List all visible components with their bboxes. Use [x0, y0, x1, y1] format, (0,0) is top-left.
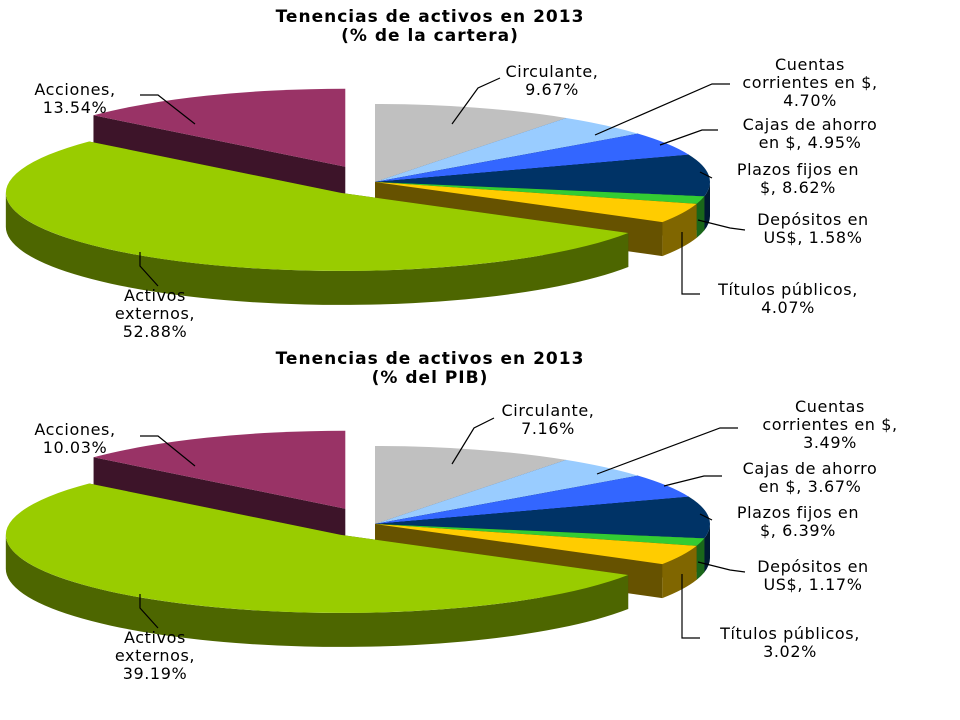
pie-slice: [5, 483, 629, 647]
slice-label: Cuentas corrientes en $, 4.70%: [742, 55, 877, 110]
pie-slice: [5, 141, 629, 305]
chart-title: Tenencias de activos en 2013: [276, 7, 585, 27]
leader-line: [140, 94, 196, 125]
leader-line: [697, 561, 746, 573]
slice-label: Cajas de ahorro en $, 4.95%: [743, 115, 878, 152]
slice-label: Depósitos en US$, 1.17%: [757, 557, 869, 594]
leader-line: [663, 475, 722, 487]
slice-label: Circulante, 7.16%: [502, 401, 595, 438]
leader-line: [681, 574, 700, 639]
slice-label: Activos externos, 52.88%: [115, 286, 195, 341]
leader-line: [681, 232, 700, 295]
slice-label: Depósitos en US$, 1.58%: [757, 210, 869, 247]
leader-line: [139, 594, 159, 629]
leader-line: [699, 513, 713, 521]
chart-title: Tenencias de activos en 2013: [276, 349, 585, 369]
slice-label: Acciones, 13.54%: [34, 80, 115, 117]
leader-line: [699, 171, 713, 179]
leader-line: [697, 219, 746, 231]
pie-chart-1: Tenencias de activos en 2013(% de la car…: [5, 7, 878, 341]
chart-subtitle: (% del PIB): [372, 368, 489, 388]
pie-slice: [93, 430, 346, 543]
slice-label: Títulos públicos, 4.07%: [717, 280, 858, 317]
leader-line: [594, 83, 730, 136]
slice-label: Activos externos, 39.19%: [115, 628, 195, 683]
leader-line: [140, 435, 196, 467]
slice-label: Cajas de ahorro en $, 3.67%: [743, 459, 878, 496]
slice-label: Plazos fijos en $, 6.39%: [737, 503, 859, 540]
leader-line: [139, 252, 159, 287]
slice-label: Títulos públicos, 3.02%: [719, 624, 860, 661]
slice-label: Circulante, 9.67%: [506, 62, 599, 99]
slice-label: Cuentas corrientes en $, 3.49%: [762, 397, 897, 452]
leader-line: [659, 129, 718, 146]
leader-line: [596, 427, 738, 475]
leader-line: [451, 77, 501, 125]
pie-chart-2: Tenencias de activos en 2013(% del PIB) C…: [5, 349, 897, 683]
pie-slice: [93, 88, 346, 201]
chart-subtitle: (% de la cartera): [341, 26, 519, 46]
slice-label: Plazos fijos en $, 8.62%: [737, 160, 859, 197]
leader-line: [451, 417, 495, 465]
slice-label: Acciones, 10.03%: [34, 420, 115, 457]
